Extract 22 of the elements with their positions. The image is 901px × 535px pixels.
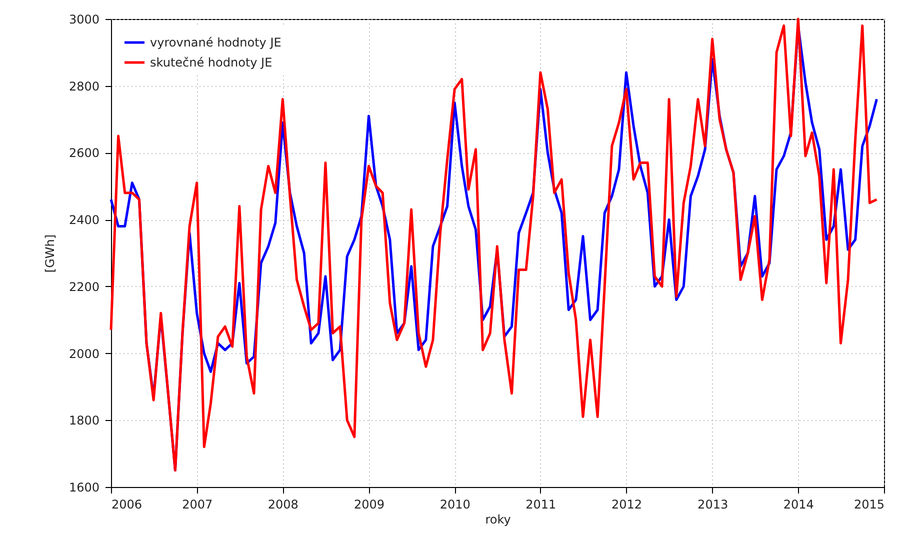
x-tick-label: 2006: [112, 498, 142, 512]
x-tick-label: 2007: [182, 498, 213, 512]
legend-label: vyrovnané hodnoty JE: [150, 36, 282, 50]
y-tick-label: 1800: [68, 414, 100, 428]
x-tick-label: 2011: [526, 498, 556, 512]
x-axis-title: roky: [485, 512, 511, 526]
x-tick-label: 2009: [354, 498, 385, 512]
x-tick-label: 2015: [854, 498, 884, 512]
x-tick-label: 2008: [268, 498, 298, 512]
x-tick-label: 2010: [440, 498, 470, 512]
x-tick-label: 2014: [783, 498, 814, 512]
y-tick-label: 2000: [68, 346, 100, 361]
y-tick-label: 2400: [68, 213, 100, 228]
y-tick-label: 1600: [68, 480, 100, 494]
y-axis-title: [GWh]: [42, 234, 57, 273]
x-tick-label: 2013: [698, 498, 728, 512]
y-tick-label: 3000: [68, 12, 100, 26]
legend-label: skutečné hodnoty JE: [150, 56, 272, 70]
x-tick-label: 2012: [611, 498, 642, 512]
y-tick-label: 2800: [68, 79, 100, 94]
y-tick-label: 2200: [68, 280, 100, 294]
y-tick-label: 2600: [68, 146, 100, 160]
